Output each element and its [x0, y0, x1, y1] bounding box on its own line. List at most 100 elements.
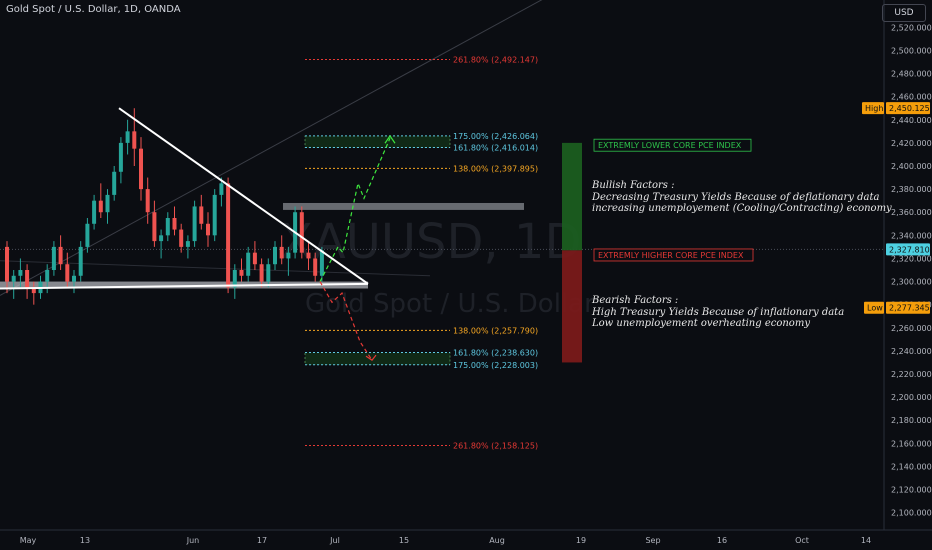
bearish-factors-note: Bearish Factors : High Treasury Yields B…	[592, 295, 844, 329]
candle-body	[246, 252, 251, 276]
candle-body	[72, 275, 76, 282]
candle-body	[25, 270, 30, 288]
green-label-box	[593, 138, 752, 152]
fib-level-label: 138.00% (2,257.790)	[453, 326, 538, 335]
candle-body	[259, 264, 264, 282]
low-price-tag: 2,277.345	[889, 304, 930, 313]
channel-line-lower	[0, 260, 431, 277]
price-axis[interactable]: 2,100.000 2,120.000 2,140.000 2,160.000 2,18…	[862, 0, 932, 530]
candle-body	[273, 246, 277, 265]
price-tick-label: 2,520.000	[891, 23, 932, 32]
candle-body	[319, 250, 324, 276]
bullish-arrow-head	[384, 134, 396, 144]
price-tick-label: 2,180.000	[891, 416, 932, 425]
price-tick-label: 2,340.000	[891, 231, 932, 240]
watermark-name: Gold Spot / U.S. Dollar	[305, 289, 595, 319]
candle-body	[266, 264, 271, 282]
high-price-tag: 2,450.125	[889, 104, 930, 113]
low-price-tag-bg	[886, 301, 930, 314]
bearish-factors-line-2: Low unemployement overheating economy	[592, 318, 810, 329]
price-tick-label: 2,100.000	[891, 509, 932, 518]
time-tick-label: May	[20, 536, 37, 545]
candle-body	[313, 258, 318, 276]
fib-level-label: 261.80% (2,492.147)	[453, 56, 538, 65]
red-zone-label: EXTREMLY HIGHER CORE PCE INDEX	[598, 251, 744, 260]
time-tick-label: Aug	[489, 536, 505, 545]
candle-body	[279, 246, 284, 259]
fib-level-label: 175.00% (2,228.003)	[453, 361, 538, 370]
price-tick-label: 2,440.000	[891, 116, 932, 125]
candle-body	[51, 246, 56, 270]
bearish-factors-heading: Bearish Factors :	[592, 295, 679, 306]
time-tick-label: Sep	[645, 536, 660, 545]
candle-body	[226, 183, 231, 288]
candle-body	[152, 212, 157, 242]
high-price-tag-bg	[886, 102, 930, 115]
price-tick-label: 2,420.000	[891, 139, 932, 148]
candle-body	[185, 241, 190, 247]
time-tick-label: 14	[861, 536, 871, 545]
candle-body	[172, 218, 177, 230]
candles-layer	[5, 108, 324, 305]
time-tick-label: 17	[257, 536, 267, 545]
time-tick-label: Jun	[186, 536, 200, 545]
triangle-resistance-line	[118, 107, 369, 285]
candle-body	[219, 183, 224, 195]
candle-body	[139, 148, 143, 190]
green-zone-label: EXTREMLY LOWER CORE PCE INDEX	[598, 141, 742, 150]
price-tick-label: 2,160.000	[891, 439, 932, 448]
candle-body	[11, 275, 16, 282]
fib-level-label: 175.00% (2,426.064)	[453, 132, 538, 141]
time-tick-label: 19	[576, 536, 586, 545]
candle-body	[192, 206, 197, 242]
price-tick-label: 2,260.000	[891, 324, 932, 333]
candle-body	[65, 264, 70, 282]
time-axis[interactable]: May 13 Jun 17 Jul 15 Aug 19 Sep 16 Oct 14	[0, 529, 932, 545]
fib-level-label: 161.80% (2,238.630)	[453, 348, 538, 357]
currency-button[interactable]: USD	[882, 4, 926, 22]
candle-body	[159, 235, 164, 242]
fib-level-label: 138.00% (2,397.895)	[453, 164, 538, 173]
candle-body	[179, 229, 184, 247]
high-label: High	[865, 104, 883, 113]
candle-body	[58, 246, 63, 265]
price-tick-label: 2,460.000	[891, 93, 932, 102]
candle-body	[199, 206, 204, 224]
candle-body	[112, 171, 117, 195]
price-tick-label: 2,480.000	[891, 70, 932, 79]
candle-body	[92, 200, 97, 224]
last-price-tag: 2,327.810	[889, 245, 930, 254]
bullish-zone	[562, 142, 582, 251]
channel-line-upper	[0, 0, 543, 296]
candle-body	[206, 223, 210, 236]
time-tick-label: Oct	[795, 536, 809, 545]
candle-body	[85, 223, 90, 247]
red-label-box	[593, 248, 754, 262]
low-label-bg	[864, 301, 884, 314]
last-price-tag-bg	[886, 243, 930, 256]
support-zone	[0, 281, 368, 289]
candle-body	[232, 270, 237, 288]
time-tick-label: 13	[80, 536, 90, 545]
time-tick-label: 16	[717, 536, 727, 545]
candle-body	[98, 200, 103, 213]
candle-body	[45, 270, 50, 282]
candle-body	[31, 287, 36, 294]
candle-body	[125, 131, 130, 143]
candle-body	[286, 252, 291, 259]
bearish-factors-line-1: High Treasury Yields Because of inflatio…	[592, 307, 845, 318]
overlay-layer: EXTREMLY LOWER CORE PCE INDEX EXTREMLY HI…	[0, 107, 754, 361]
bullish-factors-note: Bullish Factors : Decreasing Treasury Yi…	[592, 180, 892, 214]
price-tick-label: 2,300.000	[891, 278, 932, 287]
candle-body	[306, 252, 311, 259]
bearish-arrow-head	[365, 354, 377, 361]
price-tick-label: 2,240.000	[891, 347, 932, 356]
drawings-layer: 261.80% (2,492.147) 175.00% (2,426.064) 16…	[0, 0, 884, 451]
candle-body	[299, 212, 304, 253]
candle-body	[132, 131, 137, 149]
chart-title: Gold Spot / U.S. Dollar, 1D, OANDA	[6, 4, 181, 15]
bearish-projection-path	[319, 281, 373, 361]
candle-body	[5, 246, 9, 282]
upper-target-box	[304, 135, 451, 148]
